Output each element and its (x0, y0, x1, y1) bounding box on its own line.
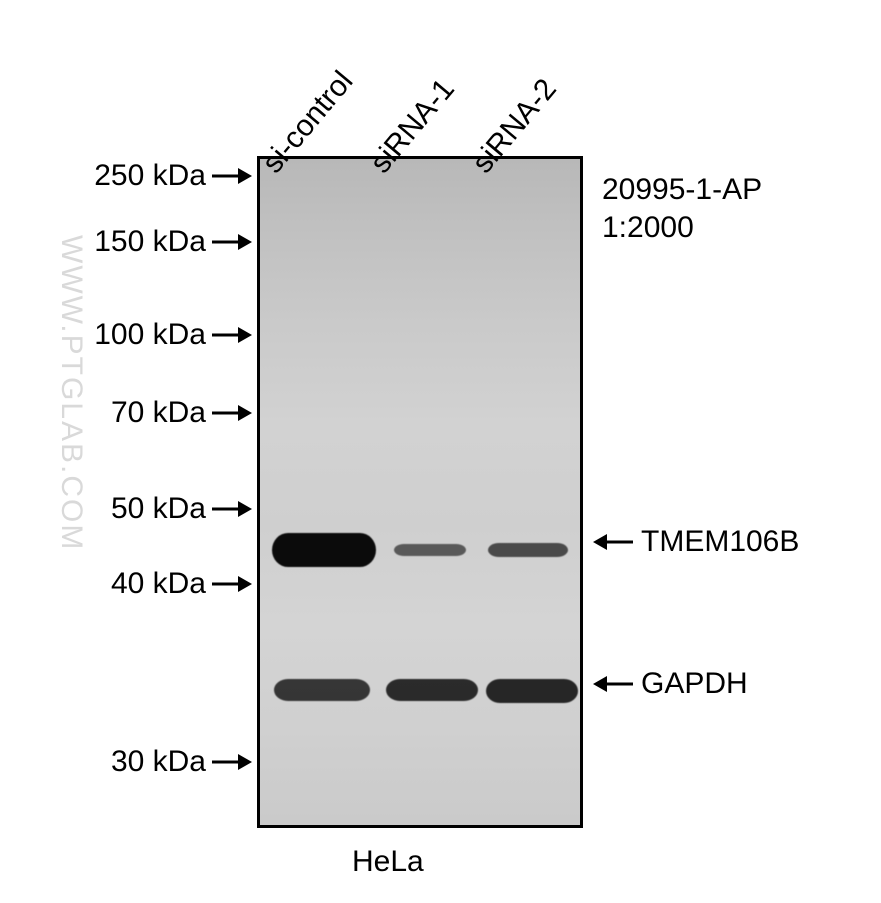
mw-marker-30-kDa: 30 kDa (111, 745, 252, 779)
mw-marker-150-kDa: 150 kDa (94, 225, 252, 259)
mw-marker-label: 30 kDa (111, 745, 206, 779)
target-label-gapdh: GAPDH (593, 667, 748, 701)
mw-marker-label: 40 kDa (111, 567, 206, 601)
arrow-left-icon (593, 675, 633, 693)
figure-canvas: si-controlsiRNA-1siRNA-2 250 kDa150 kDa1… (0, 0, 881, 903)
target-label-tmem106b: TMEM106B (593, 525, 799, 559)
watermark-text: WWW.PTGLAB.COM (54, 235, 88, 551)
mw-marker-70-kDa: 70 kDa (111, 396, 252, 430)
blot-panel (257, 156, 583, 828)
arrow-right-icon (212, 575, 252, 593)
arrow-right-icon (212, 326, 252, 344)
mw-marker-label: 150 kDa (94, 225, 206, 259)
band-sirna-2 (488, 543, 568, 557)
antibody-dilution: 1:2000 (602, 211, 694, 245)
band-sirna-2 (486, 679, 578, 703)
target-label-text: GAPDH (641, 667, 748, 701)
arrow-right-icon (212, 500, 252, 518)
mw-marker-label: 250 kDa (94, 159, 206, 193)
mw-marker-40-kDa: 40 kDa (111, 567, 252, 601)
mw-marker-250-kDa: 250 kDa (94, 159, 252, 193)
band-sirna-1 (386, 679, 478, 701)
arrow-left-icon (593, 533, 633, 551)
band-si-control (274, 679, 370, 701)
mw-marker-50-kDa: 50 kDa (111, 492, 252, 526)
mw-marker-label: 70 kDa (111, 396, 206, 430)
mw-marker-label: 100 kDa (94, 318, 206, 352)
arrow-right-icon (212, 753, 252, 771)
mw-marker-label: 50 kDa (111, 492, 206, 526)
antibody-catalog: 20995-1-AP (602, 173, 762, 207)
blot-background (260, 159, 580, 825)
arrow-right-icon (212, 167, 252, 185)
band-sirna-1 (394, 544, 466, 556)
mw-marker-100-kDa: 100 kDa (94, 318, 252, 352)
arrow-right-icon (212, 233, 252, 251)
cell-line-label: HeLa (352, 845, 424, 879)
target-label-text: TMEM106B (641, 525, 799, 559)
arrow-right-icon (212, 404, 252, 422)
band-si-control (272, 533, 376, 567)
